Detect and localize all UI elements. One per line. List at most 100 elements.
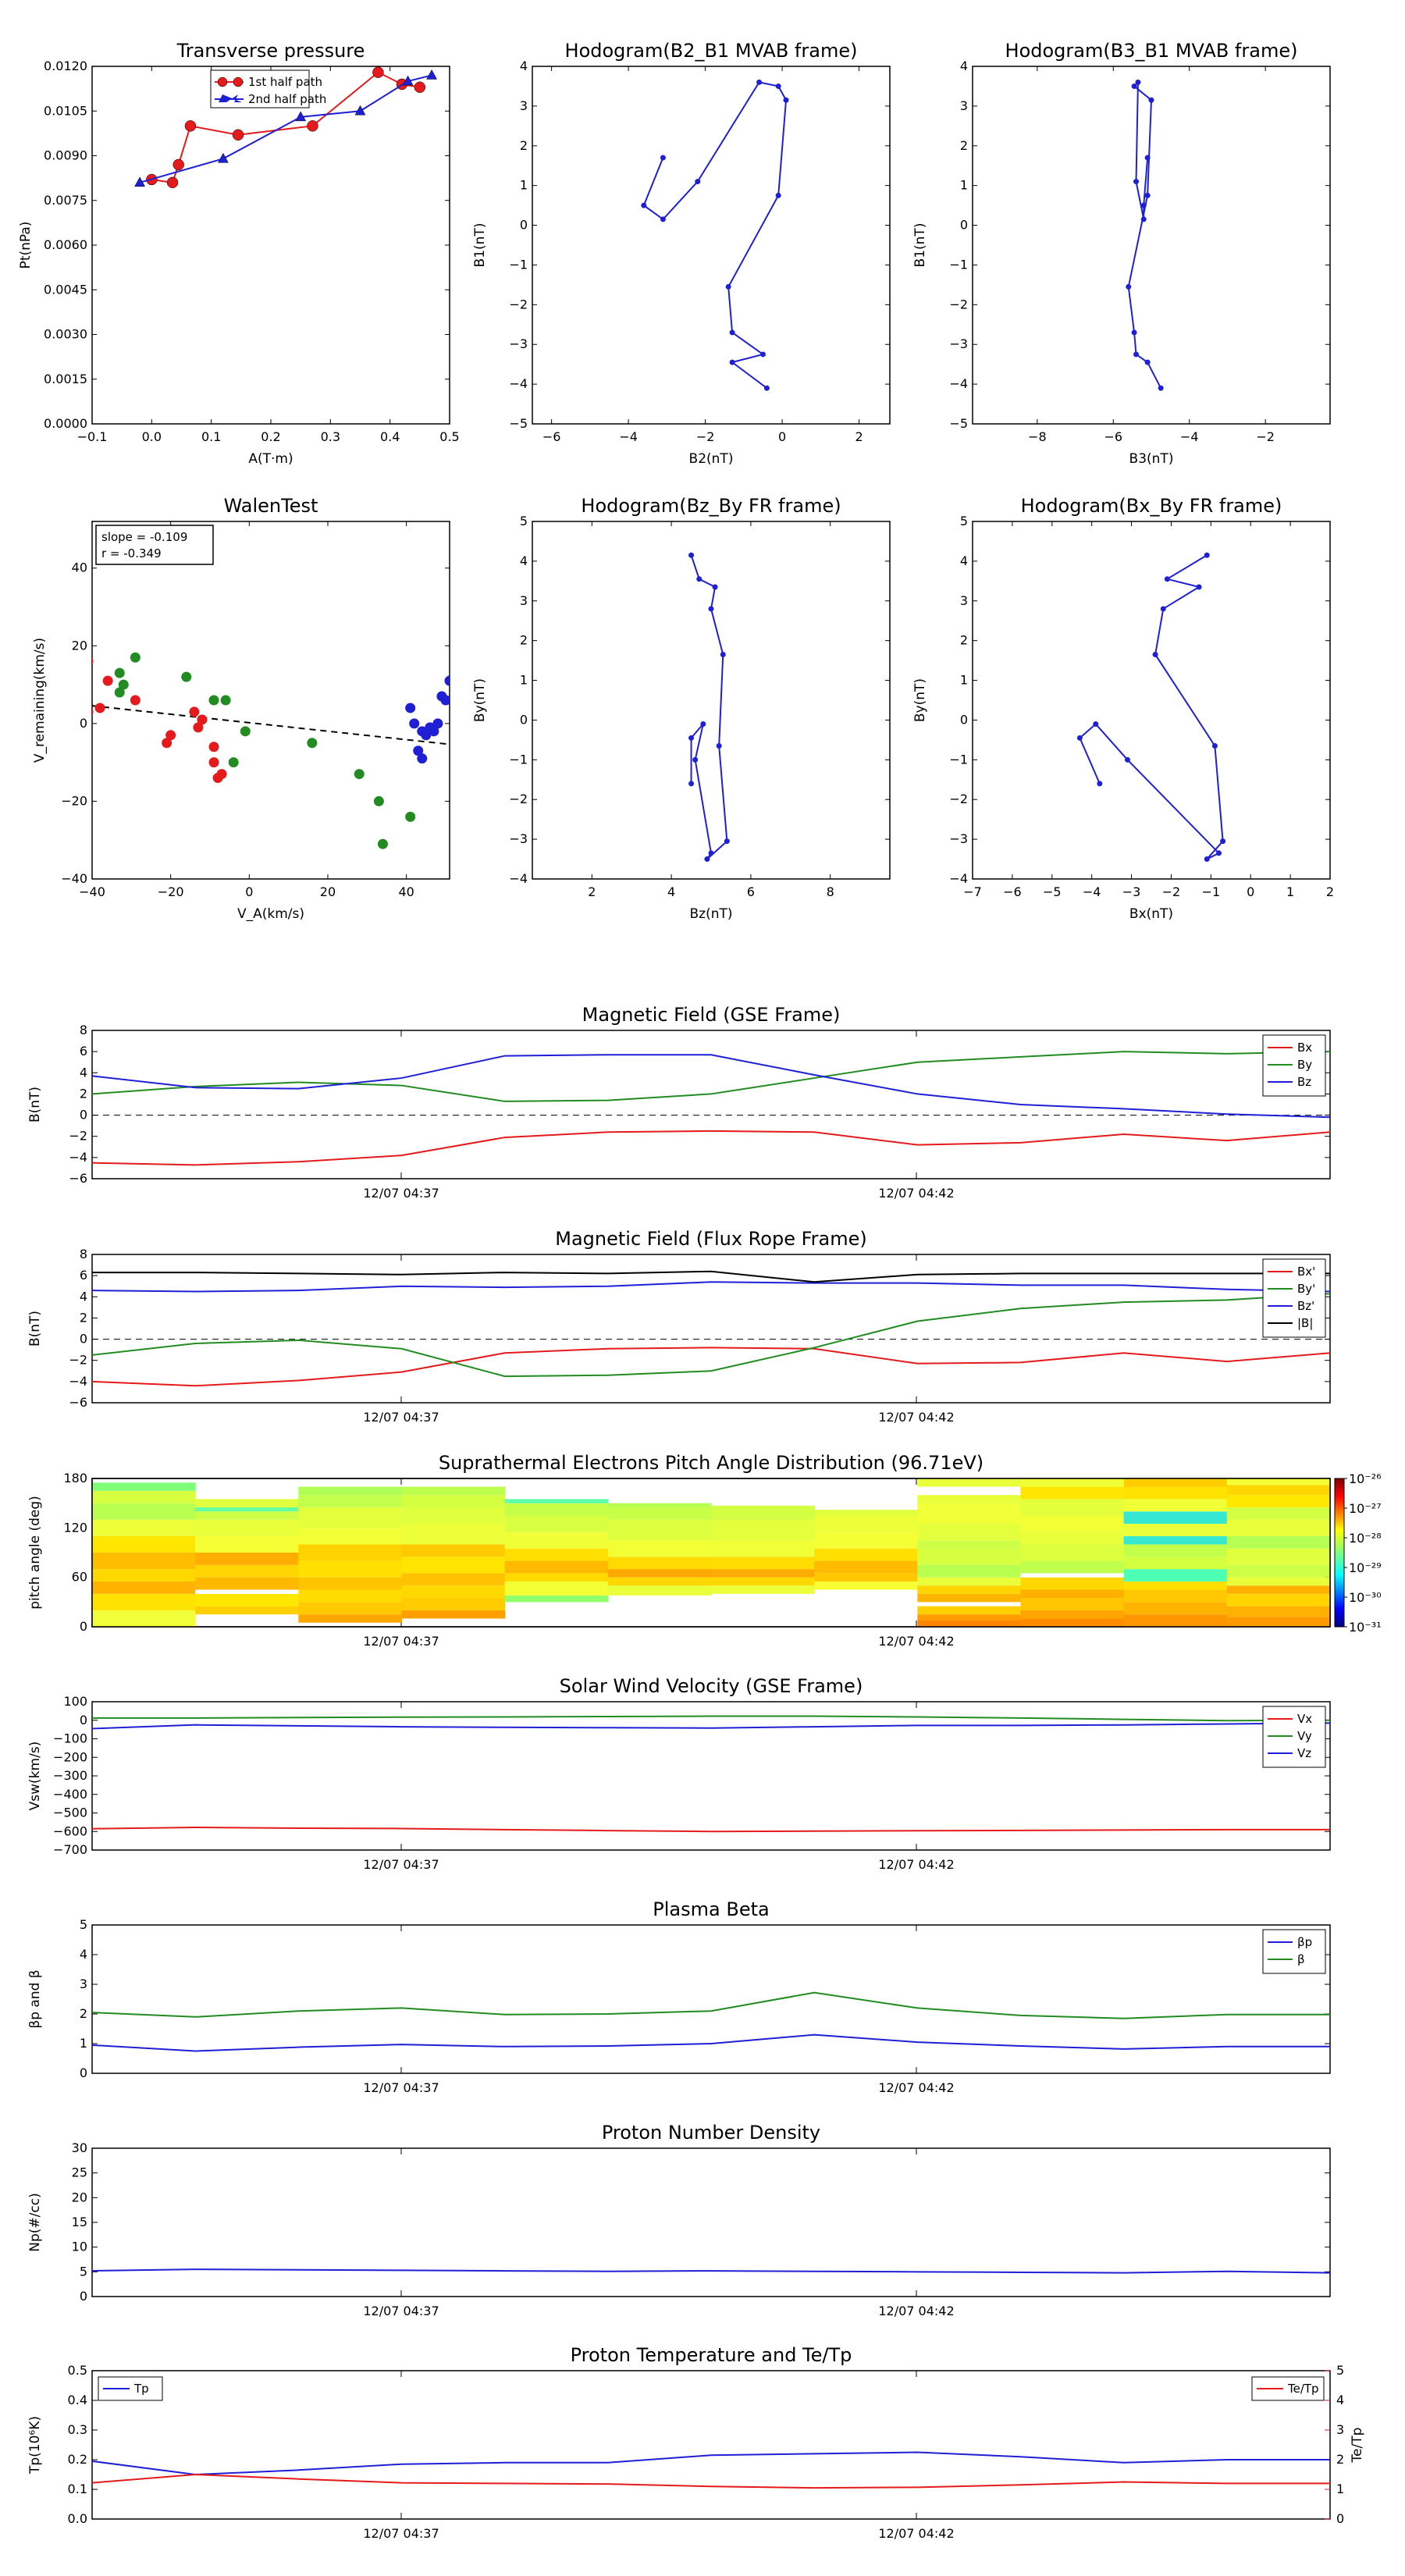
y-tick-label: −1 <box>949 752 968 767</box>
plot-area <box>641 79 789 391</box>
legend-label: Vz <box>1297 1746 1311 1760</box>
x-tick-label: 12/07 04:37 <box>363 1410 439 1425</box>
series-line-By' <box>91 1293 1331 1378</box>
heatmap-cell <box>504 1573 609 1582</box>
data-point <box>1133 351 1140 358</box>
heatmap-cell <box>1226 1585 1331 1594</box>
x-tick-label: −4 <box>619 429 638 444</box>
data-point <box>228 757 239 768</box>
data-point <box>712 584 718 590</box>
x-tick-label: −8 <box>1028 429 1047 444</box>
data-point <box>193 722 204 733</box>
heatmap-cell <box>917 1478 1021 1487</box>
x-tick-label: 12/07 04:42 <box>878 2304 954 2318</box>
legend-label: Vy <box>1297 1729 1312 1743</box>
x-axis-label: V_A(km/s) <box>237 906 304 922</box>
heatmap-cell <box>1020 1560 1125 1574</box>
y-tick-label: 2 <box>960 633 968 648</box>
heatmap-cell <box>1020 1478 1125 1487</box>
heatmap-cell <box>607 1519 712 1541</box>
x-tick-label: −1 <box>1202 884 1221 899</box>
y-axis-label: B(nT) <box>27 1087 43 1123</box>
data-point <box>208 757 219 768</box>
y-tick-label: 1 <box>960 673 968 688</box>
chart-title: Hodogram(B2_B1 MVAB frame) <box>565 40 858 62</box>
heatmap-cell <box>1226 1519 1331 1536</box>
y-tick-label: 15 <box>72 2215 87 2229</box>
y-tick-label: 3 <box>80 1976 87 1991</box>
heatmap-cell <box>298 1486 402 1496</box>
y-tick-label: −3 <box>949 336 968 351</box>
data-point <box>173 158 184 171</box>
y-axis-label: Pt(nPa) <box>18 222 34 269</box>
heatmap-cell <box>1226 1577 1331 1586</box>
heatmap-cell <box>711 1519 815 1541</box>
y-tick-label: −5 <box>509 416 528 431</box>
y-tick-label: −2 <box>509 297 528 311</box>
y-tick-label: −3 <box>949 831 968 846</box>
legend-label: Tp <box>133 2382 149 2396</box>
data-point <box>208 695 219 706</box>
y-tick-label: 1 <box>80 2036 87 2051</box>
heatmap-cell <box>195 1507 299 1512</box>
colorbar-tick-label: 10⁻²⁷ <box>1349 1501 1382 1516</box>
plot-area <box>134 66 438 189</box>
y-tick-label: 30 <box>72 2140 87 2155</box>
y-tick-label: 8 <box>80 1023 87 1037</box>
heatmap-cell <box>917 1503 1021 1525</box>
y-tick-label: 0 <box>80 1619 87 1634</box>
data-point <box>1133 179 1140 185</box>
panel-vel: Solar Wind Velocity (GSE Frame) −700 −600 −… <box>27 1675 1331 1872</box>
y-tick-label: 2 <box>520 633 528 648</box>
heatmap-cell <box>298 1589 402 1603</box>
panel-hxy: Hodogram(Bx_By FR frame) −7 −6 −5 −4 −3 −2 −1 0 1… <box>912 495 1334 922</box>
heatmap-cell <box>298 1507 402 1528</box>
y-tick-label: 0 <box>80 1108 87 1123</box>
heatmap-cell <box>814 1581 918 1590</box>
data-point <box>696 576 702 582</box>
heatmap-cell <box>711 1557 815 1570</box>
heatmap-cell <box>195 1577 299 1590</box>
heatmap-cell <box>917 1593 1021 1603</box>
heatmap-cell <box>195 1553 299 1565</box>
x-tick-label: 12/07 04:42 <box>878 1410 954 1425</box>
y-tick-label: 4 <box>80 1947 87 1962</box>
y-tick-label: 0.0090 <box>44 148 87 163</box>
data-point <box>1140 216 1147 222</box>
y2-tick-label: 5 <box>1336 2363 1344 2378</box>
heatmap-cell <box>1020 1544 1125 1561</box>
y-tick-label: −4 <box>69 1150 87 1165</box>
heatmap-cell <box>195 1606 299 1615</box>
heatmap-cell <box>1020 1598 1125 1610</box>
y-tick-label: 0 <box>520 218 528 233</box>
y-tick-label: 0.0000 <box>44 416 87 431</box>
data-point <box>102 675 113 686</box>
heatmap-cell <box>607 1557 712 1570</box>
chart-title: Suprathermal Electrons Pitch Angle Distr… <box>439 1452 984 1474</box>
y-tick-label: −4 <box>949 376 968 391</box>
data-point <box>165 730 176 741</box>
y-tick-label: −700 <box>53 1842 87 1857</box>
x-tick-label: 0 <box>778 429 786 444</box>
x-tick-label: −4 <box>1083 884 1101 899</box>
data-point <box>775 83 781 89</box>
y-tick-label: 2 <box>960 138 968 153</box>
y-tick-label: 5 <box>520 514 528 528</box>
y-tick-label: 0.0015 <box>44 372 87 386</box>
series-line-0 <box>642 81 788 390</box>
heatmap-cell <box>711 1569 815 1578</box>
y-tick-label: 0.0120 <box>44 59 87 73</box>
heatmap-cell <box>504 1548 609 1561</box>
heatmap-cell <box>1123 1581 1228 1590</box>
data-point <box>729 329 735 336</box>
annotation-box <box>95 525 214 565</box>
legend-box <box>1262 1034 1326 1097</box>
y-axis-label: pitch angle (deg) <box>27 1496 43 1610</box>
data-point <box>1144 155 1151 161</box>
data-point <box>240 726 251 737</box>
x-tick-label: −4 <box>1180 429 1199 444</box>
heatmap-cells <box>92 1478 1331 1627</box>
x-axis-label: A(T·m) <box>248 451 293 467</box>
panel-h23: Hodogram(B2_B1 MVAB frame) −6 −4 −2 0 2 −5 −4 −3… <box>472 40 891 467</box>
